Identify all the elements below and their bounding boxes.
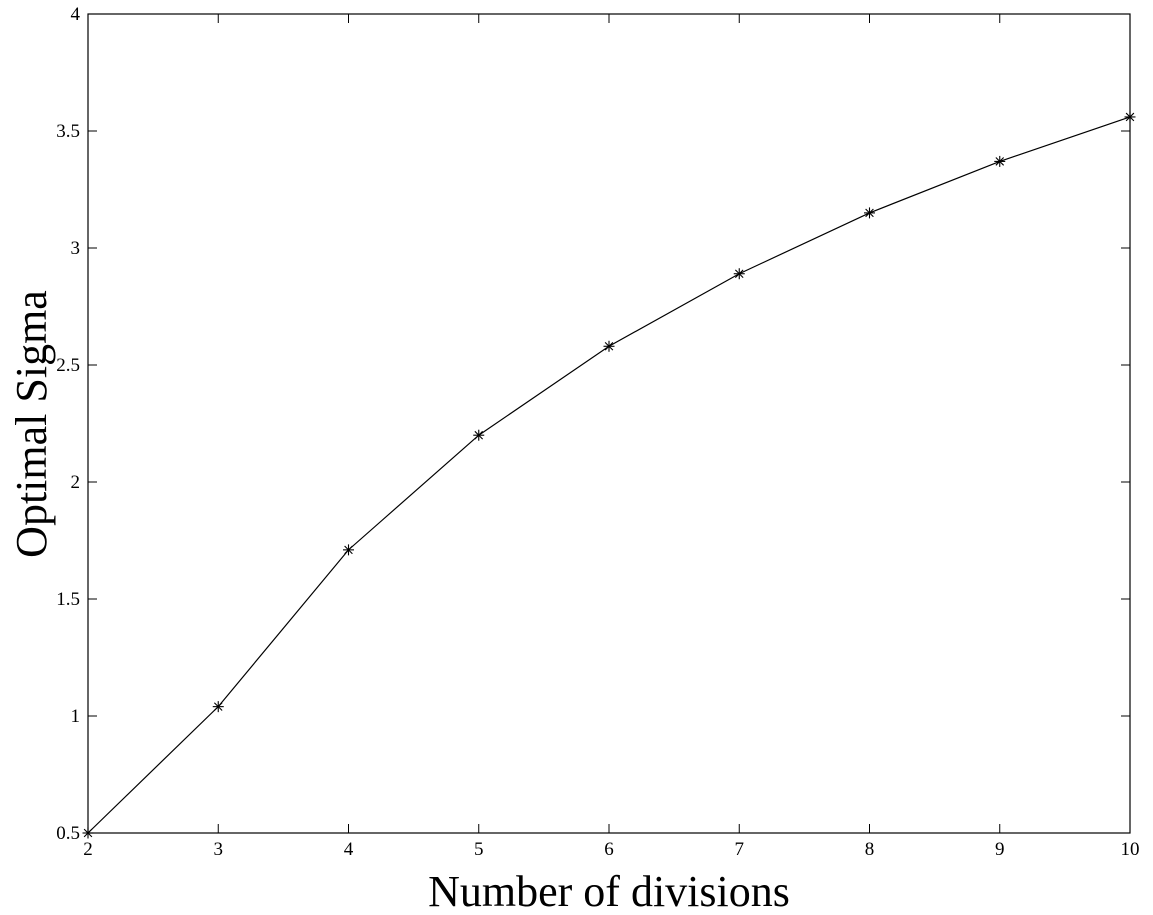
data-point bbox=[473, 429, 485, 441]
y-axis-title: Optimal Sigma bbox=[7, 290, 56, 558]
y-tick-label: 4 bbox=[71, 4, 81, 25]
x-tick-label: 6 bbox=[604, 839, 614, 860]
data-point bbox=[1124, 111, 1136, 123]
x-tick-label: 10 bbox=[1121, 839, 1140, 860]
data-point bbox=[212, 701, 224, 713]
y-tick-label: 2.5 bbox=[56, 355, 80, 376]
x-axis-title: Number of divisions bbox=[428, 867, 790, 915]
y-tick-label: 3 bbox=[71, 238, 81, 259]
data-point bbox=[343, 544, 354, 556]
data-point bbox=[603, 340, 615, 352]
x-axis-ticks: 2 3 4 5 6 7 8 9 10 bbox=[83, 14, 1140, 860]
data-point bbox=[82, 827, 94, 839]
x-tick-label: 4 bbox=[344, 839, 354, 860]
y-tick-label: 0.5 bbox=[56, 823, 80, 844]
data-point bbox=[733, 268, 745, 280]
y-tick-label: 2 bbox=[71, 472, 81, 493]
data-point bbox=[864, 207, 875, 219]
plot-area bbox=[87, 13, 1131, 834]
x-tick-label: 3 bbox=[214, 839, 224, 860]
x-tick-label: 2 bbox=[83, 839, 93, 860]
data-point bbox=[994, 155, 1006, 167]
y-tick-label: 1.5 bbox=[56, 589, 80, 610]
x-tick-label: 7 bbox=[735, 839, 745, 860]
y-tick-label: 3.5 bbox=[56, 121, 80, 142]
y-tick-label: 1 bbox=[71, 706, 81, 727]
x-tick-label: 5 bbox=[474, 839, 484, 860]
x-tick-label: 8 bbox=[865, 839, 875, 860]
x-tick-label: 9 bbox=[995, 839, 1005, 860]
series-layer bbox=[82, 111, 1136, 839]
